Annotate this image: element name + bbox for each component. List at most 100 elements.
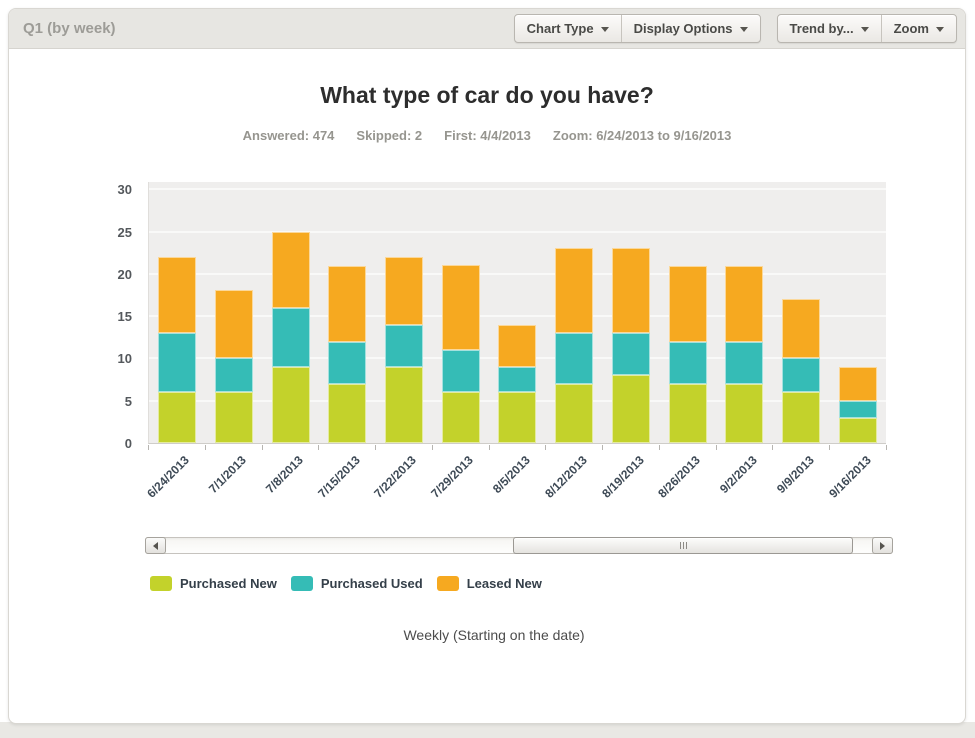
y-axis-label: 0 [124, 436, 132, 451]
bars-layer [149, 182, 886, 443]
bar-segment-purchased-used[interactable] [611, 333, 650, 375]
bar-segment-leased-new[interactable] [215, 290, 254, 358]
bar-column [441, 265, 480, 443]
bar-segment-purchased-new[interactable] [781, 392, 820, 443]
bar-segment-leased-new[interactable] [668, 266, 707, 342]
zoom-button[interactable]: Zoom [880, 15, 956, 42]
gridline [149, 272, 886, 275]
x-axis-label: 7/1/2013 [205, 453, 249, 496]
bar-segment-leased-new[interactable] [271, 232, 310, 308]
bar-column [158, 257, 197, 443]
bar-segment-purchased-used[interactable] [158, 333, 197, 392]
scrollbar-thumb[interactable] [513, 537, 854, 554]
legend-label: Purchased New [180, 576, 277, 591]
x-axis-label: 7/22/2013 [371, 453, 419, 501]
bar-slot [773, 182, 830, 443]
card-header: Q1 (by week) Chart Type Display Options … [9, 9, 965, 49]
x-axis-tick [318, 445, 319, 450]
x-axis-tick [205, 445, 206, 450]
x-axis-tick [716, 445, 717, 450]
bar-column [498, 325, 537, 443]
bar-segment-purchased-used[interactable] [441, 350, 480, 392]
bar-segment-purchased-used[interactable] [668, 342, 707, 384]
bar-segment-purchased-new[interactable] [611, 375, 650, 443]
x-axis-label: 8/5/2013 [489, 453, 533, 496]
x-axis-label: 7/15/2013 [315, 453, 363, 501]
x-axis-tick [829, 445, 830, 450]
bar-segment-purchased-new[interactable] [725, 384, 764, 443]
y-axis-label: 25 [117, 224, 132, 240]
bar-segment-purchased-new[interactable] [328, 384, 367, 443]
bar-segment-purchased-new[interactable] [215, 392, 254, 443]
bar-segment-purchased-used[interactable] [781, 358, 820, 392]
bar-segment-purchased-new[interactable] [555, 384, 594, 443]
x-axis-label: 9/16/2013 [826, 453, 874, 501]
bar-column [725, 266, 764, 443]
bar-column [781, 299, 820, 443]
x-axis-label: 7/8/2013 [262, 453, 306, 496]
bar-segment-purchased-used[interactable] [498, 367, 537, 392]
bar-segment-purchased-used[interactable] [725, 342, 764, 384]
stats-zoom: Zoom: 6/24/2013 to 9/16/2013 [552, 128, 732, 143]
bar-slot [546, 182, 603, 443]
zoom-button-label: Zoom [893, 21, 929, 36]
y-axis-label: 30 [117, 182, 132, 198]
bar-segment-purchased-used[interactable] [215, 358, 254, 392]
bar-slot [262, 182, 319, 443]
bar-slot [716, 182, 773, 443]
question-card: Q1 (by week) Chart Type Display Options … [8, 8, 966, 724]
bar-segment-purchased-new[interactable] [838, 418, 877, 443]
legend-item-purchased-used[interactable]: Purchased Used [290, 576, 423, 591]
x-axis-label: 7/29/2013 [428, 453, 476, 501]
bar-slot [489, 182, 546, 443]
bar-segment-purchased-new[interactable] [668, 384, 707, 443]
interval-caption: Weekly (Starting on the date) [403, 627, 585, 643]
bar-segment-leased-new[interactable] [725, 266, 764, 342]
bar-segment-leased-new[interactable] [781, 299, 820, 358]
display-options-button-label: Display Options [633, 21, 733, 36]
chart-toolbar-group-2: Trend by... Zoom [776, 14, 957, 43]
bar-segment-leased-new[interactable] [328, 266, 367, 342]
display-options-button[interactable]: Display Options [620, 15, 760, 42]
bar-segment-purchased-new[interactable] [498, 392, 537, 443]
legend-swatch-purchased-used [290, 576, 313, 591]
bar-segment-leased-new[interactable] [498, 325, 537, 367]
chart-type-button[interactable]: Chart Type [515, 15, 621, 42]
bar-segment-leased-new[interactable] [838, 367, 877, 401]
trend-by-button[interactable]: Trend by... [778, 15, 881, 42]
bar-segment-leased-new[interactable] [611, 248, 650, 333]
bar-segment-purchased-used[interactable] [385, 325, 424, 367]
bar-segment-leased-new[interactable] [385, 257, 424, 325]
bar-segment-purchased-used[interactable] [271, 308, 310, 367]
left-arrow-icon [153, 541, 158, 550]
bar-segment-leased-new[interactable] [158, 257, 197, 333]
bar-segment-purchased-used[interactable] [555, 333, 594, 384]
bar-column [328, 266, 367, 443]
bar-segment-purchased-used[interactable] [328, 342, 367, 384]
bar-column [555, 248, 594, 443]
legend-label: Purchased Used [320, 576, 423, 591]
caret-down-icon [936, 26, 944, 32]
legend-item-leased-new[interactable]: Leased New [436, 576, 542, 591]
scrollbar-left-button[interactable] [145, 537, 166, 554]
y-axis-label: 15 [117, 309, 132, 325]
card-body: What type of car do you have? Answered: … [9, 49, 965, 724]
chart-type-button-label: Chart Type [526, 21, 594, 36]
x-axis-tick [148, 445, 149, 450]
legend-swatch-leased-new [436, 576, 459, 591]
bar-segment-leased-new[interactable] [555, 248, 594, 333]
bar-segment-leased-new[interactable] [441, 265, 480, 350]
bar-segment-purchased-new[interactable] [441, 392, 480, 443]
scrollbar-right-button[interactable] [872, 537, 893, 554]
chart-legend: Purchased New Purchased Used Leased New [150, 576, 542, 591]
x-axis-label: 9/9/2013 [773, 453, 817, 496]
x-axis-label: 8/12/2013 [542, 453, 590, 501]
bar-segment-purchased-new[interactable] [271, 367, 310, 443]
bar-segment-purchased-used[interactable] [838, 401, 877, 418]
legend-label: Leased New [466, 576, 542, 591]
bar-column [215, 290, 254, 443]
legend-item-purchased-new[interactable]: Purchased New [150, 576, 277, 591]
bar-column [838, 367, 877, 443]
bar-segment-purchased-new[interactable] [385, 367, 424, 443]
bar-segment-purchased-new[interactable] [158, 392, 197, 443]
